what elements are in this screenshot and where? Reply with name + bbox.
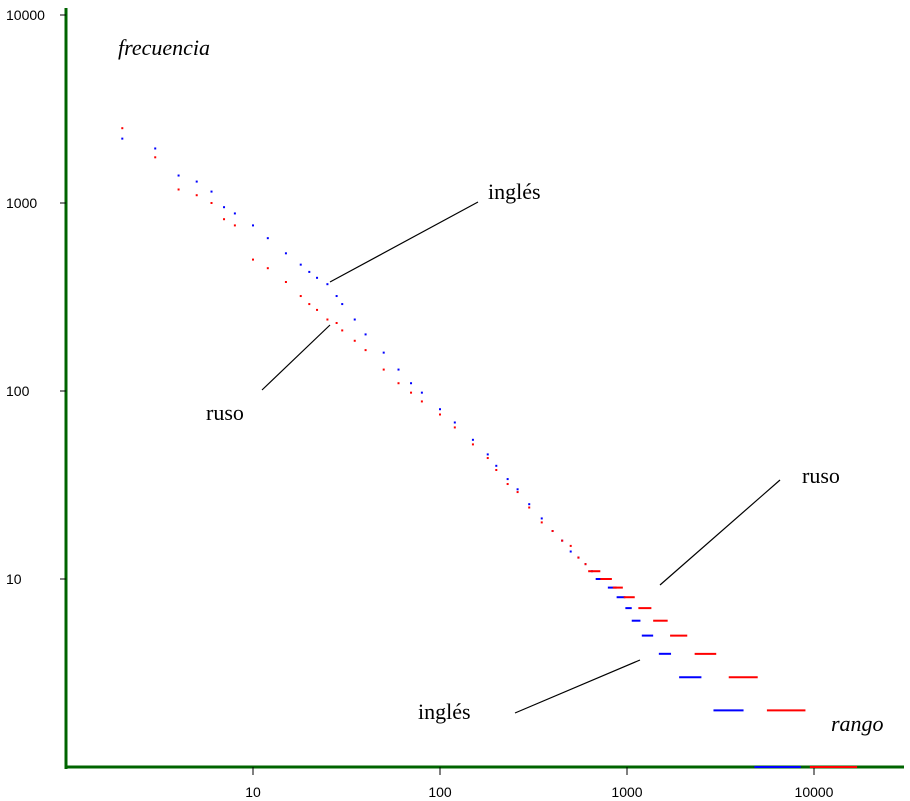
x-tick-label-10000: 10000 bbox=[795, 784, 834, 800]
point-ruso-4 bbox=[210, 202, 213, 204]
point-ruso-3 bbox=[195, 194, 198, 197]
point-ruso-27 bbox=[506, 483, 509, 486]
point-ingles-21 bbox=[420, 391, 423, 394]
point-ingles-5 bbox=[223, 206, 226, 209]
point-ruso-35 bbox=[584, 563, 587, 566]
point-ruso-6 bbox=[233, 224, 236, 227]
point-ruso-10 bbox=[299, 295, 302, 298]
point-ingles-11 bbox=[308, 270, 311, 273]
y-tick-label-10: 10 bbox=[6, 571, 22, 587]
x-ticks: 10 100 1000 10000 bbox=[245, 767, 834, 800]
point-ingles-20 bbox=[410, 382, 413, 385]
point-ingles-0 bbox=[121, 137, 124, 140]
point-ruso-34 bbox=[577, 556, 580, 559]
leader-line-ruso-upper bbox=[261, 324, 331, 391]
point-ruso-13 bbox=[326, 318, 329, 321]
series-ruso bbox=[121, 127, 858, 768]
point-ingles-33 bbox=[569, 550, 572, 553]
point-ingles-10 bbox=[299, 263, 302, 266]
point-ruso-9 bbox=[284, 281, 287, 284]
point-ruso-5 bbox=[223, 218, 226, 221]
point-ruso-11 bbox=[308, 303, 311, 306]
point-ruso-30 bbox=[540, 521, 543, 524]
x-tick-label-10: 10 bbox=[245, 784, 261, 800]
point-ruso-25 bbox=[486, 457, 489, 460]
point-ruso-33 bbox=[569, 544, 572, 547]
point-ingles-15 bbox=[341, 303, 344, 306]
point-ruso-32 bbox=[561, 539, 564, 542]
point-ruso-16 bbox=[353, 339, 356, 342]
point-ingles-25 bbox=[486, 453, 489, 456]
point-ingles-22 bbox=[439, 408, 441, 411]
point-ruso-2 bbox=[177, 188, 180, 191]
point-ruso-15 bbox=[341, 329, 344, 332]
x-tick-label-1000: 1000 bbox=[611, 784, 642, 800]
point-ingles-30 bbox=[540, 517, 543, 520]
point-ruso-29 bbox=[528, 506, 531, 509]
point-ingles-24 bbox=[471, 438, 474, 441]
point-ingles-7 bbox=[252, 224, 254, 227]
data-marks bbox=[121, 127, 858, 768]
point-ingles-19 bbox=[397, 368, 400, 371]
point-ingles-18 bbox=[382, 351, 385, 354]
leader-line-ruso-lower bbox=[659, 479, 781, 586]
point-ingles-1 bbox=[154, 147, 157, 150]
point-ingles-3 bbox=[195, 180, 198, 183]
point-ingles-9 bbox=[284, 252, 287, 255]
point-ruso-22 bbox=[439, 413, 441, 416]
point-ingles-16 bbox=[353, 318, 356, 321]
point-ruso-21 bbox=[420, 400, 423, 403]
leader-line-ingles-lower bbox=[514, 659, 641, 714]
annotation-ruso-lower: ruso bbox=[802, 463, 840, 488]
y-axis-title: frecuencia bbox=[118, 35, 210, 60]
point-ruso-1 bbox=[154, 156, 157, 159]
point-ruso-8 bbox=[266, 267, 269, 270]
point-ingles-13 bbox=[326, 283, 329, 286]
point-ruso-0 bbox=[121, 127, 124, 130]
point-ingles-26 bbox=[495, 464, 498, 467]
x-axis-title: rango bbox=[831, 711, 884, 736]
point-ingles-29 bbox=[528, 503, 531, 506]
point-ingles-12 bbox=[316, 276, 319, 279]
annotation-ingles-lower: inglés bbox=[418, 699, 471, 724]
point-ingles-2 bbox=[177, 174, 180, 177]
point-ruso-20 bbox=[410, 391, 413, 394]
point-ingles-17 bbox=[364, 333, 367, 336]
y-tick-label-100: 100 bbox=[6, 383, 30, 399]
point-ingles-8 bbox=[266, 237, 269, 240]
point-ruso-23 bbox=[453, 426, 456, 429]
point-ingles-27 bbox=[506, 478, 509, 481]
point-ruso-18 bbox=[382, 368, 385, 371]
point-ingles-6 bbox=[233, 212, 236, 215]
annotation-ruso-upper: ruso bbox=[206, 400, 244, 425]
point-ruso-31 bbox=[551, 530, 554, 533]
point-ruso-14 bbox=[335, 321, 338, 324]
point-ingles-14 bbox=[335, 295, 338, 298]
y-tick-label-10000: 10000 bbox=[6, 7, 45, 23]
point-ingles-23 bbox=[453, 421, 456, 424]
point-ingles-4 bbox=[210, 190, 213, 193]
series-ingles bbox=[121, 137, 801, 768]
annotation-leader-lines bbox=[261, 201, 781, 714]
point-ruso-19 bbox=[397, 382, 400, 385]
point-ruso-12 bbox=[316, 308, 319, 311]
leader-line-ingles-upper bbox=[329, 201, 479, 283]
x-tick-label-100: 100 bbox=[428, 784, 452, 800]
point-ingles-28 bbox=[516, 488, 519, 491]
annotation-ingles-upper: inglés bbox=[488, 179, 541, 204]
y-tick-label-1000: 1000 bbox=[6, 195, 37, 211]
point-ruso-26 bbox=[495, 469, 498, 472]
point-ruso-17 bbox=[364, 349, 367, 352]
y-ticks: 10 100 1000 10000 bbox=[6, 7, 66, 587]
point-ruso-7 bbox=[252, 258, 254, 261]
point-ruso-28 bbox=[516, 491, 519, 494]
point-ruso-24 bbox=[471, 443, 474, 446]
